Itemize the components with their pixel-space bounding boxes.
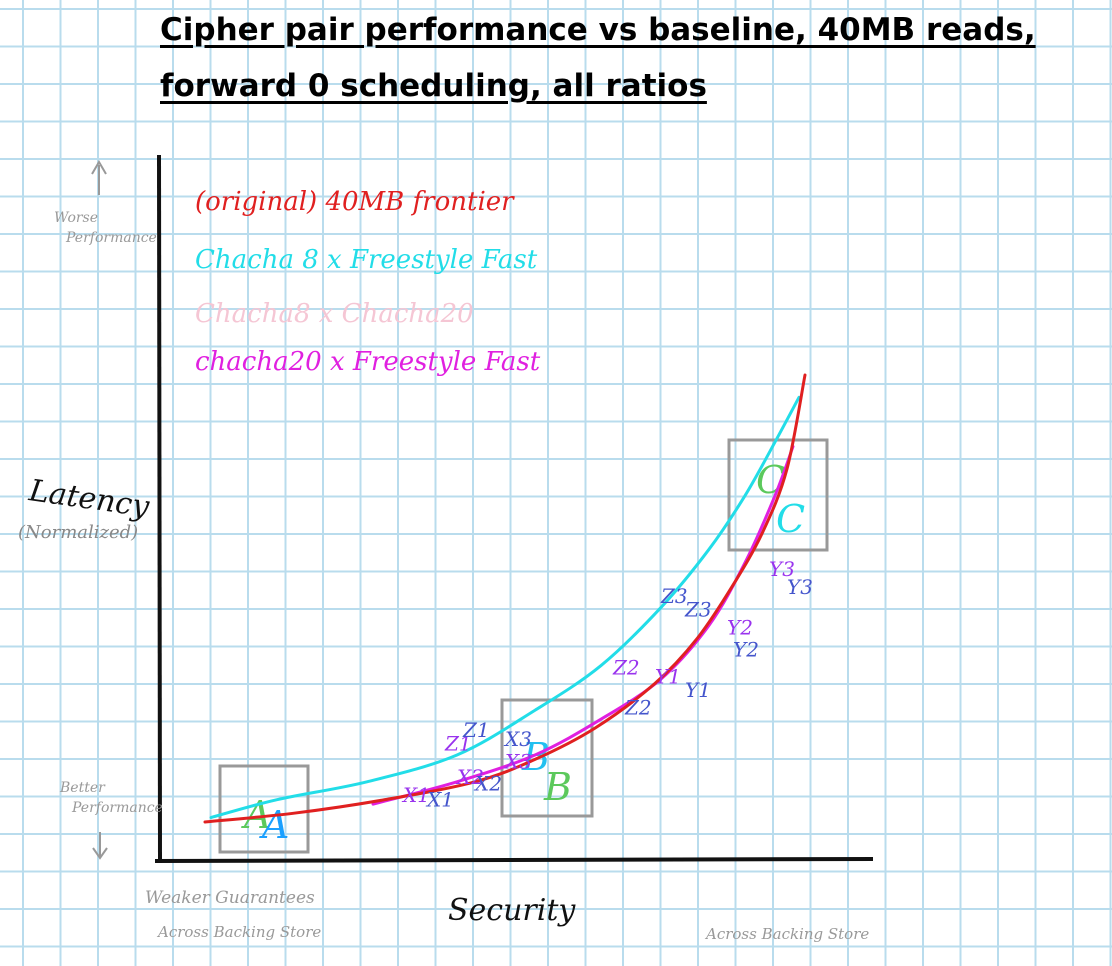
legend: (original) 40MB frontier Chacha 8 x Frees…: [195, 187, 541, 377]
region-label-a: A: [259, 803, 289, 847]
point-label-x3: X3: [503, 727, 532, 751]
point-label-y1: Y1: [685, 678, 711, 702]
point-label-z3: Z3: [660, 584, 688, 608]
worse-performance-hint: Worse Performance: [54, 210, 157, 246]
point-label-z3: Z3: [684, 597, 712, 621]
legend-entry-0: (original) 40MB frontier: [195, 187, 515, 217]
right-backing-store-hint: Across Backing Store: [704, 925, 869, 943]
point-label-x1: X1: [425, 787, 454, 811]
point-label-z2: Z2: [624, 696, 652, 720]
point-label-y1: Y1: [655, 664, 681, 688]
point-label-y3: Y3: [769, 557, 795, 581]
y-axis-sublabel: (Normalized): [18, 522, 138, 543]
point-label-y2: Y2: [727, 615, 753, 639]
y-axis-line: [157, 154, 162, 863]
legend-entry-1: Chacha 8 x Freestyle Fast: [195, 245, 538, 275]
y-axis-label: Latency: [26, 473, 152, 525]
chart-title: Cipher pair performance vs baseline, 40M…: [160, 12, 1036, 104]
point-label-z2: Z2: [612, 655, 640, 679]
point-label-z1: Z1: [462, 718, 490, 742]
left-backing-store-hint: Across Backing Store: [156, 923, 321, 941]
region-label-b: B: [543, 765, 572, 809]
better-performance-hint: Better Performance: [59, 780, 163, 816]
region-box-a: [218, 764, 310, 854]
down-arrow-icon: [92, 832, 108, 860]
region-label-c: C: [776, 497, 805, 541]
legend-entry-3: chacha20 x Freestyle Fast: [195, 347, 541, 377]
point-label-y3: Y3: [787, 575, 813, 599]
x-axis-line: [154, 857, 874, 863]
point-label-x2: X2: [473, 772, 502, 796]
legend-entry-2: Chacha8 x Chacha20: [195, 299, 474, 329]
series-line-0: [203, 373, 807, 824]
point-label-x2: X2: [455, 765, 484, 789]
series-lines: [203, 373, 807, 824]
region-label-b: B: [521, 735, 550, 779]
x-axis-label: Security: [448, 893, 576, 928]
axis-hints: Latency(Normalized) Security Worse Performa…: [18, 160, 869, 943]
point-label-y2: Y2: [733, 638, 759, 662]
series-line-1: [209, 395, 801, 820]
region-box-c: [727, 438, 829, 552]
up-arrow-icon: [91, 160, 107, 195]
region-box-b: [500, 698, 594, 818]
weaker-guarantees-hint: Weaker Guarantees: [145, 888, 315, 908]
axes: [154, 154, 874, 863]
point-label-x3: X3: [503, 749, 532, 773]
point-label-z1: Z1: [444, 731, 472, 755]
point-label-x1: X1: [401, 783, 430, 807]
